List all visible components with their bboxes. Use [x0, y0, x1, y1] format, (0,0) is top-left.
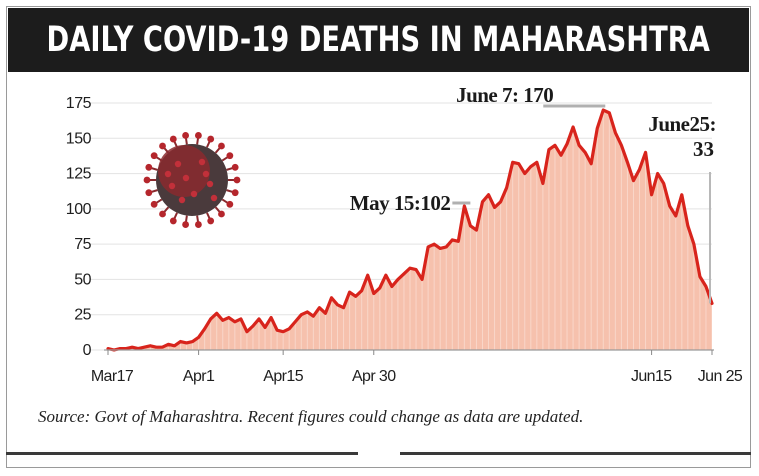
virus-spike-tip [207, 217, 215, 225]
virus-spike-tip [182, 221, 189, 228]
divider-right [400, 452, 751, 455]
virus-spike-tip [195, 221, 202, 228]
virus-spot [202, 170, 210, 178]
y-tick-label: 175 [66, 95, 92, 112]
virus-spot [210, 194, 218, 202]
virus-spike-tip [218, 210, 225, 218]
x-tick-label: Apr15 [263, 368, 303, 385]
virus-spike-tip [145, 189, 153, 197]
virus-spike-tip [159, 210, 166, 218]
virus-spot [198, 158, 206, 166]
virus-spike-tip [150, 152, 158, 160]
virus-spot [164, 170, 172, 178]
divider-left [6, 452, 358, 455]
source-note: Source: Govt of Maharashtra. Recent figu… [38, 407, 584, 426]
virus-spike-tip [169, 217, 177, 225]
virus-spike-tip [182, 132, 189, 139]
virus-spike-tip [159, 142, 166, 150]
virus-spot [178, 196, 186, 204]
title-bar: DAILY COVID-19 DEATHS IN MAHARASHTRA [8, 8, 749, 72]
y-tick-label: 150 [66, 130, 92, 147]
x-tick-label: Mar17 [91, 368, 134, 385]
series-line [106, 108, 714, 352]
x-tick-label: Apr1 [183, 368, 215, 385]
annotation-label: May 15:102 [350, 191, 451, 215]
chart-title: DAILY COVID-19 DEATHS IN MAHARASHTRA [46, 20, 711, 60]
virus-spike-tip [231, 163, 239, 171]
annotation-label: 33 [693, 137, 714, 161]
virus-spot [168, 182, 176, 190]
y-tick-label: 75 [74, 236, 91, 253]
virus-spot [190, 190, 198, 198]
x-tick-label: Jun 25 [698, 368, 743, 385]
virus-spike-tip [231, 189, 239, 197]
virus-spike-tip [218, 142, 225, 150]
virus-spot [174, 160, 182, 168]
x-tick-label: Apr 30 [352, 368, 396, 385]
area-fill [108, 110, 712, 350]
virus-spike-tip [195, 132, 202, 139]
virus-spot [182, 174, 190, 182]
virus-spike-tip [145, 163, 153, 171]
y-tick-label: 100 [66, 201, 92, 218]
virus-spike-tip [207, 135, 215, 143]
virus-spike-tip [226, 152, 234, 160]
x-tick-label: Jun15 [631, 368, 672, 385]
y-tick-label: 50 [74, 271, 91, 288]
annotation-label: June25: [648, 112, 716, 136]
virus-spot [206, 180, 214, 188]
virus-spike-tip [226, 200, 234, 208]
y-tick-label: 0 [83, 342, 92, 359]
annotation-label: June 7: 170 [456, 83, 553, 107]
virus-spike-tip [169, 135, 177, 143]
virus-spike-tip [150, 200, 158, 208]
virus-spike-tip [233, 176, 241, 184]
virus-spike-tip [143, 176, 151, 184]
y-tick-label: 125 [66, 166, 92, 183]
coronavirus-icon [143, 132, 241, 228]
y-tick-label: 25 [74, 307, 91, 324]
virus-highlight [158, 145, 210, 197]
